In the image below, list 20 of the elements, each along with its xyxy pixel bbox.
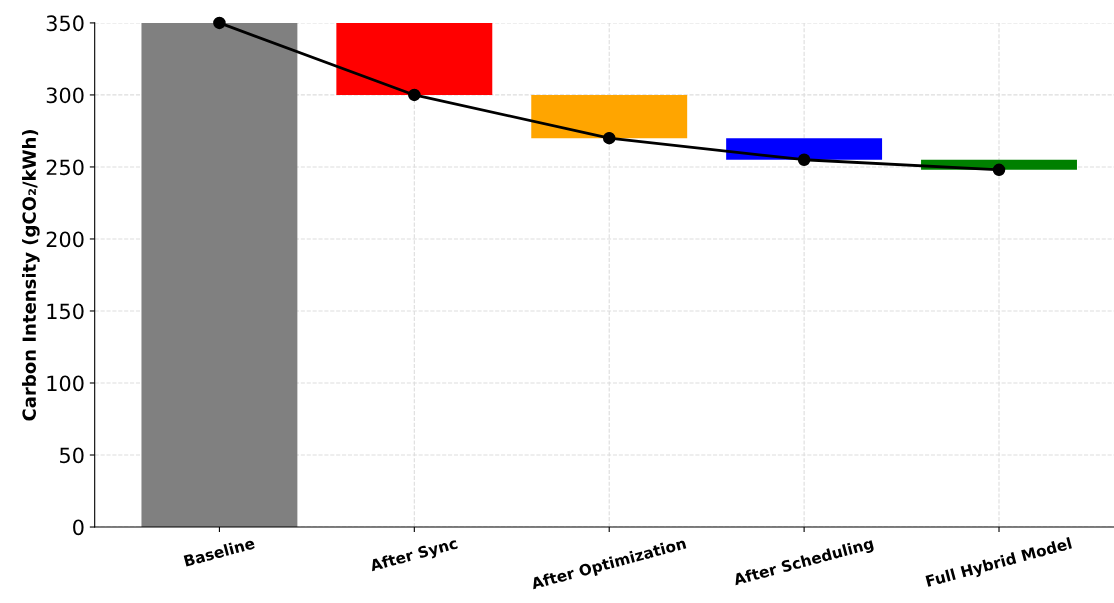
point <box>213 16 226 30</box>
y-tick-label: 0 <box>73 519 84 536</box>
bar <box>336 22 493 95</box>
bar <box>726 138 883 160</box>
point <box>797 153 811 166</box>
bar <box>531 94 688 139</box>
point <box>408 88 421 102</box>
y-tick-label: 300 <box>46 87 84 104</box>
y-tick-label: 350 <box>46 15 84 32</box>
x-tick-label: After Sync <box>369 537 459 575</box>
point <box>992 163 1006 177</box>
y-tick-label: 100 <box>47 375 84 392</box>
y-tick-label: 150 <box>47 303 84 320</box>
x-tick-label: Full Hybrid Model <box>925 537 1073 590</box>
bar <box>141 22 298 528</box>
y-tick-label: 200 <box>46 231 84 248</box>
y-tick-label: 50 <box>60 447 84 464</box>
y-tick-label: 250 <box>46 159 84 176</box>
y-axis-title: Carbon Intensity (gCO₂/kWh) <box>22 130 40 421</box>
point <box>602 131 616 145</box>
